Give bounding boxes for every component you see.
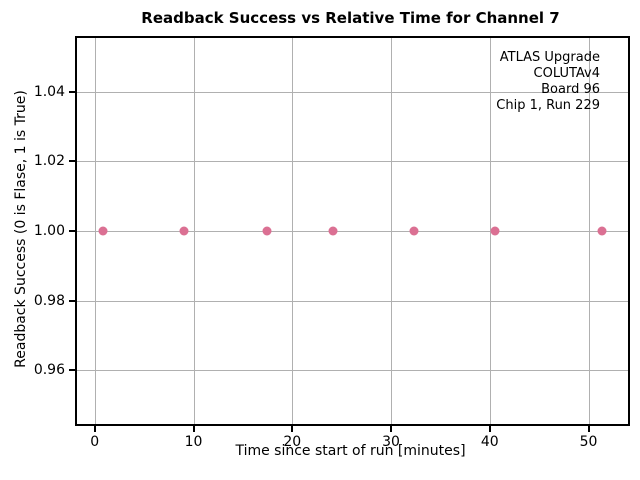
y-tick-mark (69, 299, 75, 302)
annotation-line: ATLAS Upgrade (499, 50, 600, 65)
x-tick-label: 0 (90, 434, 100, 450)
scatter-point (328, 226, 338, 236)
y-tick-mark (69, 230, 75, 232)
y-gridline (77, 231, 628, 232)
x-tick-mark (93, 426, 96, 432)
y-gridline (77, 300, 628, 302)
y-tick-label: 1.00 (33, 223, 65, 239)
y-tick-mark (69, 369, 75, 372)
x-tick-label: 20 (283, 434, 302, 450)
x-axis-label: Time since start of run [minutes] (235, 443, 466, 459)
y-tick-mark (69, 160, 75, 163)
scatter-point (262, 226, 272, 236)
plot-area: ATLAS Upgrade COLUTAv4 Board 96 Chip 1, Run… (34, 36, 630, 450)
x-tick-label: 40 (480, 434, 499, 450)
x-tick-mark (587, 426, 590, 432)
y-tick-label: 1.02 (33, 153, 65, 170)
annotation-block: ATLAS Upgrade COLUTAv4 Board 96 Chip 1, Run… (496, 50, 600, 114)
x-tick-mark (192, 426, 195, 432)
scatter-point (409, 226, 419, 236)
annotation-line: Board 96 (541, 82, 600, 97)
x-tick-mark (488, 426, 491, 432)
y-gridline (77, 91, 628, 93)
scatter-point (98, 226, 108, 236)
y-gridline (77, 370, 628, 372)
x-tick-label: 30 (382, 434, 400, 450)
x-tick-mark (390, 426, 392, 432)
y-tick-mark (69, 90, 75, 93)
scatter-point (597, 226, 607, 236)
y-gridline (77, 161, 628, 163)
scatter-point (490, 226, 500, 236)
y-axis-label: Readback Success (0 is Flase, 1 is True) (13, 90, 29, 368)
chart-title: Readback Success vs Relative Time for Ch… (141, 9, 560, 27)
x-tick-label: 50 (579, 434, 598, 450)
scatter-point (179, 226, 189, 236)
y-tick-label: 0.96 (33, 362, 65, 379)
y-tick-label: 0.98 (33, 292, 65, 309)
y-tick-label: 1.04 (33, 83, 65, 100)
x-tick-mark (291, 426, 294, 432)
x-tick-label: 10 (184, 434, 203, 450)
annotation-line: Chip 1, Run 229 (496, 98, 600, 113)
annotation-line: COLUTAv4 (533, 66, 600, 81)
